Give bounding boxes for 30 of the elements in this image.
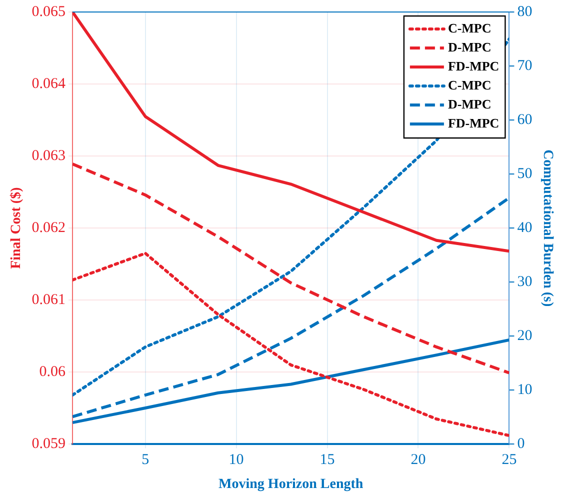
- y-tick-label: 0.064: [32, 76, 66, 92]
- y2-tick-label: 70: [517, 58, 532, 74]
- legend-label: FD-MPC: [448, 58, 500, 74]
- y2-tick-label: 0: [517, 436, 525, 452]
- legend-label: C-MPC: [448, 77, 492, 92]
- y-tick-label: 0.061: [32, 292, 66, 308]
- y-tick-label: 0.06: [39, 364, 66, 380]
- x-tick-label: 10: [228, 452, 244, 468]
- y2-tick-label: 80: [517, 4, 532, 20]
- y2-tick-label: 30: [517, 274, 532, 290]
- legend-label: D-MPC: [448, 39, 492, 54]
- x-tick-label: 5: [142, 452, 150, 468]
- legend-label: D-MPC: [448, 96, 492, 112]
- y2-axis-title: Computational Burden (s): [540, 150, 555, 307]
- y2-tick-label: 50: [517, 166, 532, 182]
- y2-tick-label: 60: [517, 112, 532, 128]
- x-tick-label: 25: [502, 452, 517, 468]
- y2-tick-label: 10: [517, 382, 532, 398]
- legend-label: C-MPC: [448, 20, 492, 36]
- x-axis-title: Moving Horizon Length: [218, 477, 364, 492]
- x-tick-label: 15: [320, 452, 335, 468]
- y-tick-label: 0.065: [32, 4, 66, 20]
- y-tick-label: 0.062: [32, 220, 66, 236]
- legend-label: FD-MPC: [448, 115, 500, 130]
- y2-tick-label: 40: [517, 220, 532, 236]
- y-tick-label: 0.063: [32, 148, 66, 164]
- y2-tick-label: 20: [517, 328, 532, 344]
- y-axis-title: Final Cost ($): [9, 186, 24, 269]
- x-tick-label: 20: [410, 452, 426, 468]
- y-tick-label: 0.059: [32, 436, 66, 452]
